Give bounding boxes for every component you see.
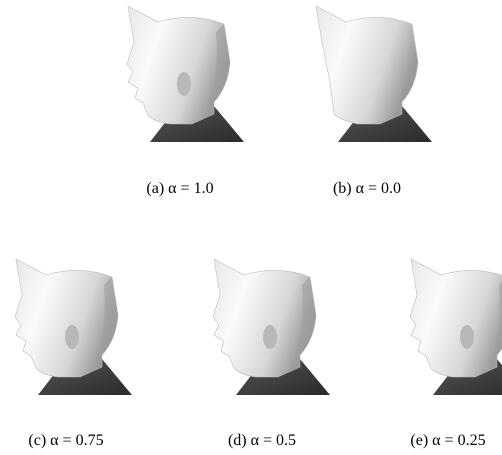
figure: (a) α = 1.0 (b) α = 0.0 (c) α = 0.75 (d)… [0,0,502,455]
render-d [213,259,330,395]
render-e [410,259,502,395]
caption: (b) α = 0.0 [333,180,401,197]
render-a [127,6,244,142]
page: (a) α = 1.0 (b) α = 0.0 (c) α = 0.75 (d)… [0,0,502,455]
caption: (c) α = 0.75 [28,432,103,449]
caption: (a) α = 1.0 [146,180,213,197]
render-c [15,259,132,395]
caption: (e) α = 0.25 [410,432,485,449]
caption: (d) α = 0.5 [228,432,296,449]
render-b [316,6,432,142]
